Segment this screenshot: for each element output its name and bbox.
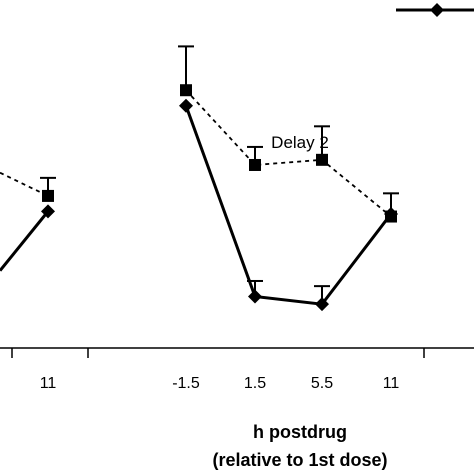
tick-labels: 11 -1.5 1.5 5.5 11 [40, 375, 400, 392]
data-point-diamond [41, 204, 55, 219]
series-square-line [0, 171, 49, 197]
data-point-diamond [248, 289, 262, 304]
data-point-diamond [384, 206, 398, 221]
x-axis-sublabel: (relative to 1st dose) [212, 450, 387, 470]
x-tick-label: 1.5 [244, 375, 266, 392]
x-tick-label: -1.5 [172, 375, 200, 392]
series-diamond-line [0, 210, 50, 272]
data-point-diamond [179, 98, 193, 113]
x-axis: 11 -1.5 1.5 5.5 11 h postdrug (relative to 1… [0, 347, 474, 470]
data-point-square [316, 153, 328, 166]
x-tick-label: 5.5 [311, 375, 333, 392]
series-square-line [185, 89, 392, 218]
plot-area [0, 45, 399, 312]
x-axis-label: h postdrug [253, 422, 347, 442]
data-point-square [180, 84, 192, 97]
data-point-diamond [315, 297, 329, 312]
x-tick-label: 11 [383, 375, 400, 392]
data-point-square [249, 158, 261, 171]
legend-diamond-marker [430, 3, 444, 17]
data-point-square [42, 189, 54, 202]
legend [396, 3, 474, 17]
panel-title-delay-2: Delay 2 [271, 133, 329, 152]
series-diamond-line [184, 105, 393, 306]
x-tick-label: 11 [40, 375, 57, 392]
